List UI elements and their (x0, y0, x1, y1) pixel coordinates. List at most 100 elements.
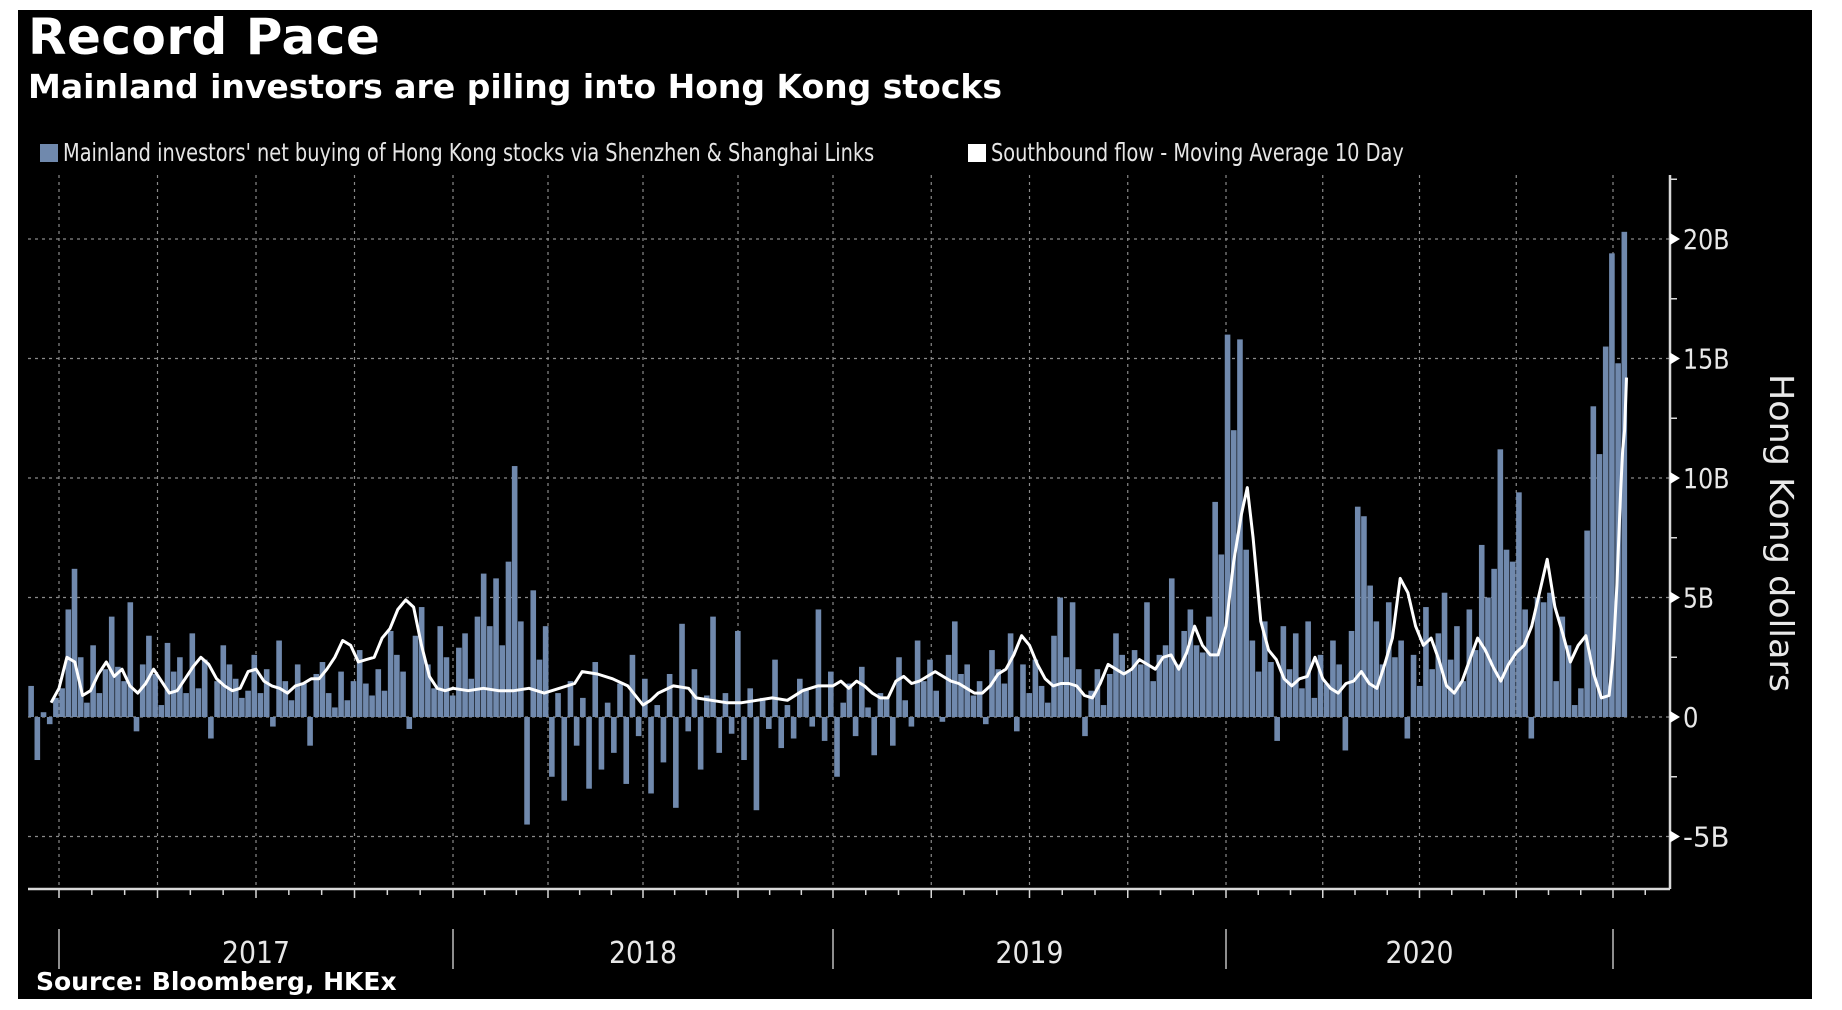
y-tick-label: -5B (1683, 821, 1730, 854)
bar (71, 568, 78, 717)
bar (1119, 654, 1125, 717)
y-axis-title: Hong Kong dollars (1762, 374, 1801, 692)
legend-item-moving-average: Southbound flow - Moving Average 10 Day (968, 138, 1471, 167)
bar (797, 678, 803, 717)
bar (1361, 516, 1367, 717)
bar (921, 681, 927, 717)
bar (84, 702, 90, 717)
bar (939, 717, 946, 722)
bar (1162, 645, 1169, 717)
bar (1274, 717, 1280, 741)
bar (1218, 554, 1225, 717)
bar (766, 717, 772, 729)
bar (1150, 681, 1156, 717)
bar (1044, 702, 1051, 717)
legend-item-net-buying: Mainland investors' net buying of Hong K… (40, 138, 1006, 167)
y-tick-label: 15B (1683, 343, 1730, 376)
line-series (49, 377, 1628, 707)
bar (1423, 607, 1429, 717)
chart-subtitle: Mainland investors are piling into Hong … (28, 67, 1002, 106)
bar (883, 697, 890, 717)
year-label: 2018 (609, 936, 677, 971)
bar (1553, 681, 1559, 717)
bar (1478, 544, 1485, 717)
bar (1497, 449, 1504, 717)
bar (1075, 669, 1082, 717)
bar (865, 707, 871, 717)
bar (1268, 662, 1274, 717)
bar (251, 654, 258, 717)
bar (908, 717, 915, 727)
bar (1323, 683, 1330, 717)
bar (294, 664, 301, 717)
bar (90, 645, 96, 717)
bar (356, 650, 363, 717)
bar (536, 659, 543, 717)
bar (1131, 650, 1138, 717)
bar (1379, 664, 1386, 717)
y-tick-marker (1670, 711, 1680, 723)
bar (561, 717, 568, 801)
bar (828, 671, 834, 717)
bar (685, 717, 692, 732)
bar (456, 647, 462, 717)
bar (369, 695, 375, 717)
bar (1410, 654, 1417, 717)
bar (276, 640, 282, 717)
y-tick-marker (1670, 233, 1680, 245)
bar (679, 623, 685, 717)
bar (741, 717, 747, 761)
bar (1602, 346, 1609, 717)
y-tick-label: 0 (1683, 701, 1699, 734)
bar (1292, 633, 1299, 717)
bar (1373, 621, 1380, 717)
y-tick-marker (1670, 472, 1680, 484)
bar (542, 626, 549, 717)
y-tick-marker (1670, 830, 1680, 843)
bar (778, 717, 785, 749)
bar (1578, 688, 1584, 717)
bar (338, 671, 344, 717)
bar (505, 561, 512, 717)
bar (1559, 616, 1566, 717)
bar (1516, 492, 1522, 717)
bar (1435, 633, 1442, 717)
bar (1038, 685, 1045, 717)
bar-series (28, 231, 1628, 825)
bar (511, 466, 518, 717)
bar (1199, 652, 1206, 717)
bar (1609, 253, 1615, 717)
bar (1100, 705, 1107, 717)
bar (1193, 645, 1200, 717)
bar (846, 683, 853, 717)
bar (1311, 697, 1318, 717)
bar (270, 717, 276, 727)
bar (1367, 585, 1373, 717)
bar (201, 659, 208, 717)
bar (418, 607, 425, 717)
bar (102, 669, 109, 717)
bar (673, 717, 679, 808)
bar (468, 678, 475, 717)
bar (46, 717, 53, 725)
bar (691, 669, 698, 717)
bar (1181, 630, 1187, 717)
bar (902, 700, 909, 717)
bar (239, 697, 245, 717)
bar (1261, 621, 1268, 717)
bar (1472, 650, 1479, 717)
bar (59, 688, 65, 717)
bar (617, 683, 623, 717)
bar (1299, 688, 1305, 717)
bar (549, 717, 555, 777)
bar (1106, 673, 1113, 717)
bar (1063, 657, 1070, 717)
year-label: 2020 (1386, 936, 1454, 971)
bar (1547, 592, 1553, 717)
bar (34, 717, 41, 761)
bar (307, 717, 313, 746)
legend-label: Mainland investors' net buying of Hong K… (63, 138, 875, 167)
bar (834, 717, 840, 777)
bar (288, 700, 295, 717)
